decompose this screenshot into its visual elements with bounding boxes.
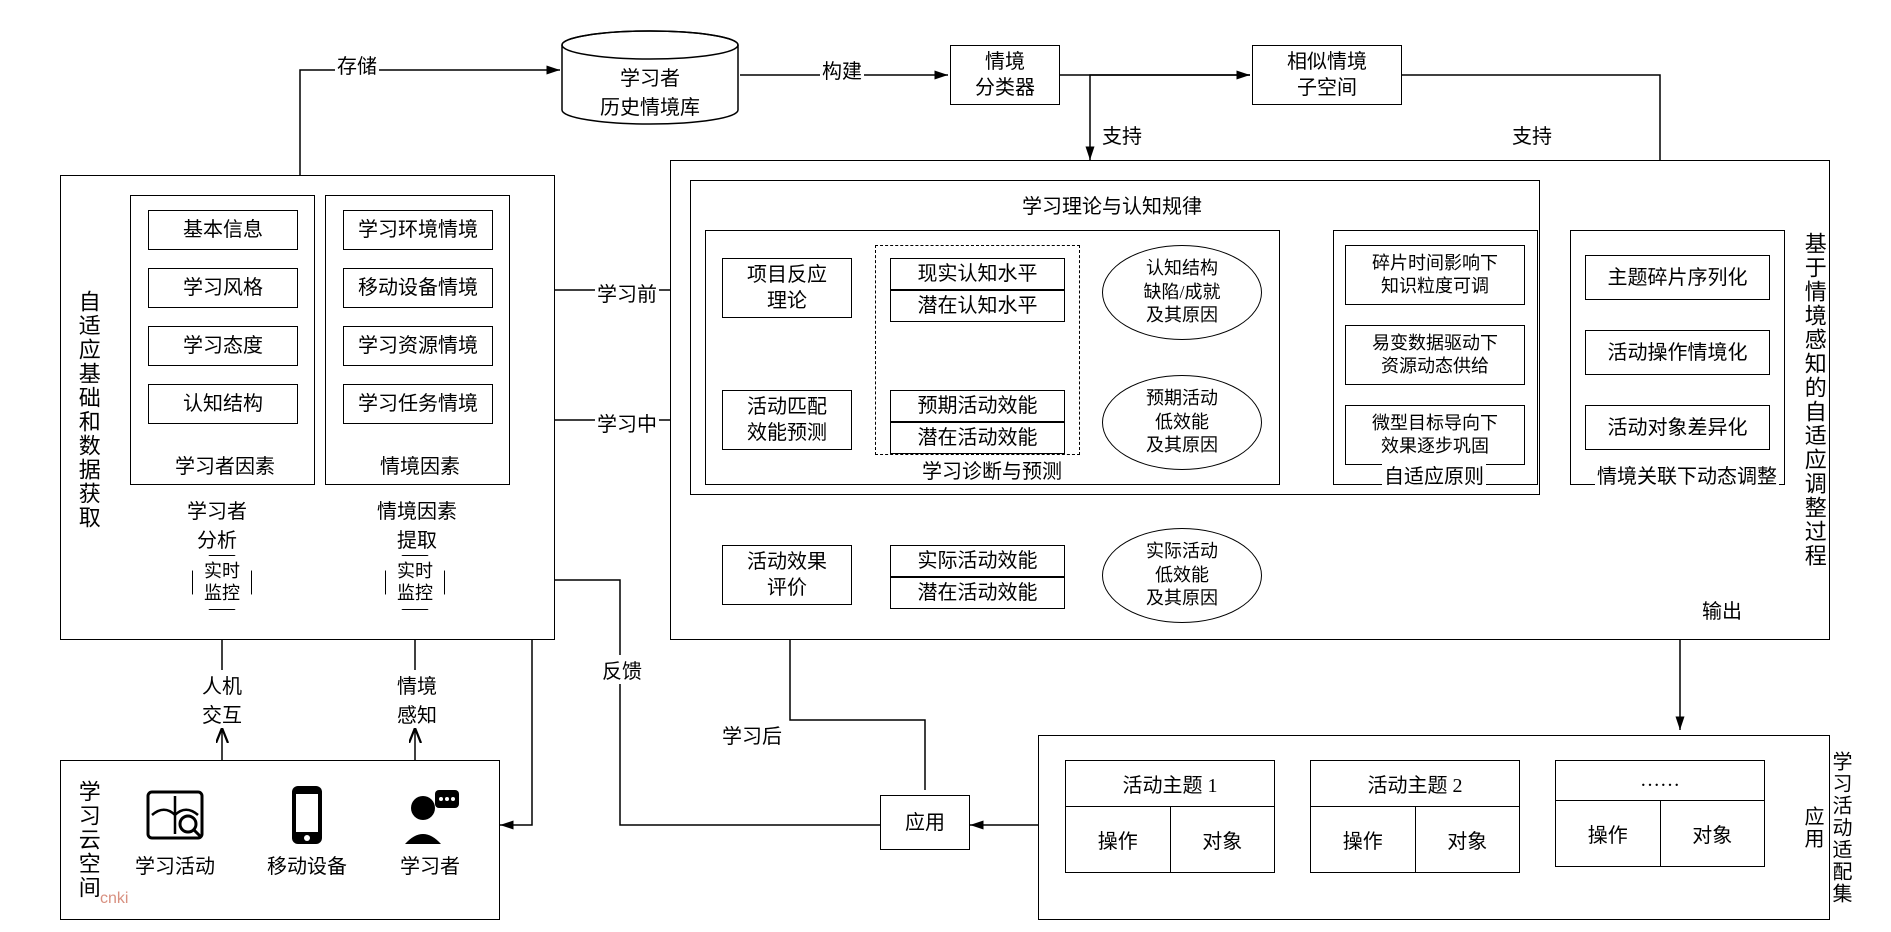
cloud-learner: 学习者 — [395, 780, 465, 879]
feedback-label: 反馈 — [600, 655, 644, 684]
dynamic-0: 主题碎片序列化 — [1585, 255, 1770, 300]
hci-label: 人机 交互 — [200, 670, 244, 728]
learner-analysis-label: 学习者 分析 — [185, 495, 249, 553]
theme2-op: 操作 — [1311, 807, 1416, 872]
learner-item-0: 基本信息 — [148, 210, 298, 250]
activity-theme-3: …… 操作 对象 — [1555, 760, 1765, 867]
context-item-0: 学习环境情境 — [343, 210, 493, 250]
learner-item-2: 学习态度 — [148, 326, 298, 366]
context-item-2: 学习资源情境 — [343, 326, 493, 366]
apply-node: 应用 — [880, 795, 970, 850]
eval-title-node: 活动效果 评价 — [722, 545, 852, 605]
eval-potential-eff: 潜在活动效能 — [890, 577, 1065, 609]
theme3-op: 操作 — [1556, 801, 1661, 866]
dynamic-1: 活动操作情境化 — [1585, 330, 1770, 375]
theme1-obj: 对象 — [1171, 807, 1275, 872]
learner-item-1: 学习风格 — [148, 268, 298, 308]
theme3-obj: 对象 — [1661, 801, 1765, 866]
dynamic-2: 活动对象差异化 — [1585, 405, 1770, 450]
activity-panel-title: 学习活动适配集应用 — [1798, 745, 1854, 910]
subspace-node: 相似情境 子空间 — [1252, 45, 1402, 105]
build-label: 构建 — [820, 55, 864, 84]
cloud-learner-label: 学习者 — [400, 850, 460, 879]
principle-0: 碎片时间影响下 知识粒度可调 — [1345, 245, 1525, 305]
item-response-node: 项目反应 理论 — [722, 258, 852, 318]
history-db-label: 学习者 历史情境库 — [560, 62, 740, 120]
cognition-result: 认知结构 缺陷/成就 及其原因 — [1102, 245, 1262, 340]
principles-title: 自适应原则 — [1382, 460, 1486, 489]
left-panel-title: 自适应基础和数据获取 — [72, 220, 103, 600]
theme1-title: 活动主题 1 — [1066, 761, 1274, 807]
right-panel-title: 基于情境感知的自适应调整过程 — [1798, 200, 1829, 600]
monitor-2: 实时 监控 — [385, 555, 445, 610]
eval-result: 实际活动 低效能 及其原因 — [1102, 528, 1262, 623]
activity-theme-1: 活动主题 1 操作 对象 — [1065, 760, 1275, 873]
monitor-1: 实时 监控 — [192, 555, 252, 610]
theme1-op: 操作 — [1066, 807, 1171, 872]
cloud-activity: 学习活动 — [135, 780, 215, 879]
activity-theme-2: 活动主题 2 操作 对象 — [1310, 760, 1520, 873]
diagnosis-title: 学习诊断与预测 — [920, 455, 1064, 484]
potential-eff: 潜在活动效能 — [890, 422, 1065, 454]
expected-result: 预期活动 低效能 及其原因 — [1102, 375, 1262, 470]
theory-box-title: 学习理论与认知规律 — [1020, 190, 1204, 219]
output-label: 输出 — [1700, 595, 1744, 624]
real-cognition: 现实认知水平 — [890, 258, 1065, 290]
context-factors-title: 情境因素 — [370, 450, 470, 479]
activity-match-node: 活动匹配 效能预测 — [722, 390, 852, 450]
support-label-1: 支持 — [1100, 120, 1144, 149]
cloud-panel-title: 学习云空间 — [72, 770, 103, 910]
context-item-1: 移动设备情境 — [343, 268, 493, 308]
learner-item-3: 认知结构 — [148, 384, 298, 424]
expected-eff: 预期活动效能 — [890, 390, 1065, 422]
during-learn-label: 学习中 — [595, 408, 659, 437]
classifier-node: 情境 分类器 — [950, 45, 1060, 105]
sense-label: 情境 感知 — [395, 670, 439, 728]
watermark: cnki — [100, 890, 128, 908]
cloud-activity-label: 学习活动 — [135, 850, 215, 879]
cloud-device: 移动设备 — [267, 780, 347, 879]
theme2-obj: 对象 — [1416, 807, 1520, 872]
post-learn-label: 学习后 — [720, 720, 784, 749]
learner-factors-title: 学习者因素 — [170, 450, 280, 479]
dynamic-title: 情境关联下动态调整 — [1595, 460, 1779, 489]
theme3-title: …… — [1556, 761, 1764, 801]
pre-learn-label: 学习前 — [595, 278, 659, 307]
context-extract-label: 情境因素 提取 — [375, 495, 459, 553]
actual-eff: 实际活动效能 — [890, 545, 1065, 577]
context-item-3: 学习任务情境 — [343, 384, 493, 424]
principle-2: 微型目标导向下 效果逐步巩固 — [1345, 405, 1525, 465]
potential-cognition: 潜在认知水平 — [890, 290, 1065, 322]
theme2-title: 活动主题 2 — [1311, 761, 1519, 807]
support-label-2: 支持 — [1510, 120, 1554, 149]
principle-1: 易变数据驱动下 资源动态供给 — [1345, 325, 1525, 385]
history-db: 学习者 历史情境库 — [560, 30, 740, 125]
cloud-device-label: 移动设备 — [267, 850, 347, 879]
storage-label: 存储 — [335, 50, 379, 79]
